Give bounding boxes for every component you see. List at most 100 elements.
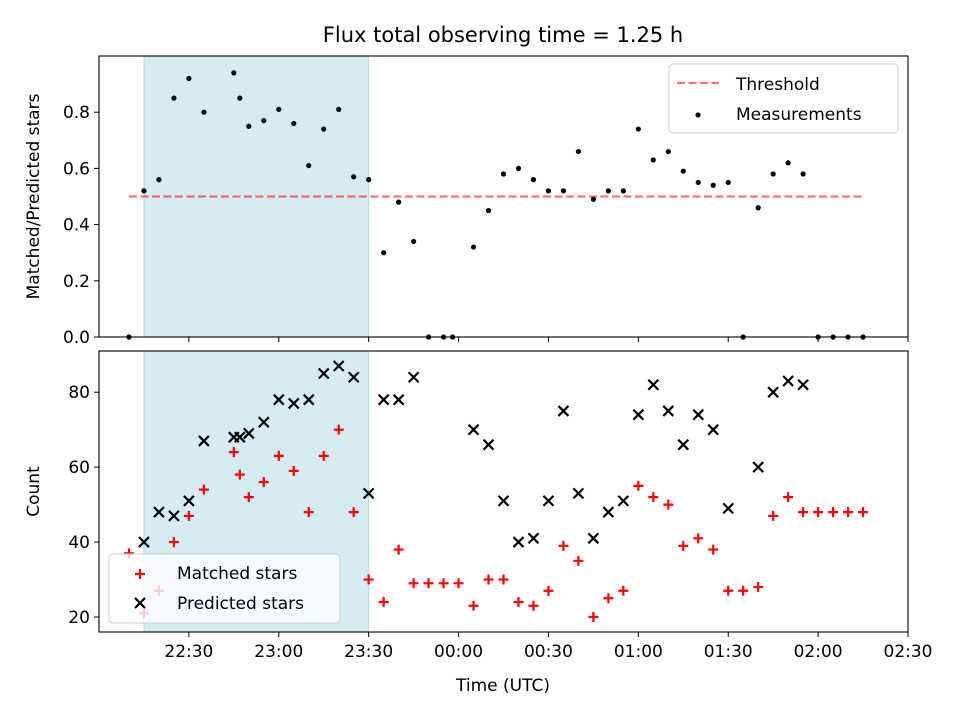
matched-star-point xyxy=(558,540,569,551)
axes-frame xyxy=(98,55,909,338)
predicted-star-point xyxy=(377,393,390,406)
measurement-point xyxy=(770,171,776,177)
matched-star-point xyxy=(723,585,734,596)
measurement-point xyxy=(201,109,207,115)
measurement-point xyxy=(237,95,243,101)
measurement-point xyxy=(605,188,611,194)
measurement-point xyxy=(276,106,282,112)
predicted-star-point xyxy=(632,408,645,421)
legend-box xyxy=(108,553,341,624)
matched-star-point xyxy=(408,578,419,589)
matched-star-point xyxy=(333,424,344,435)
x-tick-label: 01:00 xyxy=(614,642,663,662)
matched-star-point xyxy=(528,600,539,611)
measurement-point xyxy=(351,174,357,180)
legend-matched-swatch xyxy=(135,569,145,579)
matched-star-point xyxy=(573,555,584,566)
legend-matched-label: Matched stars xyxy=(177,564,297,584)
matched-star-point xyxy=(228,447,239,458)
measurement-point xyxy=(620,188,626,194)
predicted-star-point xyxy=(407,371,420,384)
predicted-star-point xyxy=(243,427,255,440)
predicted-star-point xyxy=(153,506,165,518)
matched-star-point xyxy=(858,507,869,518)
matched-star-point xyxy=(543,585,554,596)
measurement-point xyxy=(545,188,552,194)
predicted-star-point xyxy=(362,487,375,500)
matched-star-point xyxy=(798,507,809,518)
measurement-point xyxy=(291,120,297,127)
predicted-star-point xyxy=(752,461,764,473)
measurement-point xyxy=(321,126,327,132)
predicted-star-point xyxy=(692,408,705,421)
measurement-point xyxy=(665,148,671,155)
matched-star-point xyxy=(678,540,689,551)
matched-star-point xyxy=(513,597,524,608)
x-tick-label: 02:30 xyxy=(884,642,933,662)
matched-star-point xyxy=(258,477,269,488)
measurement-point xyxy=(635,126,641,132)
matched-star-point xyxy=(588,612,599,623)
matched-star-point xyxy=(438,578,449,589)
predicted-star-point xyxy=(497,495,510,507)
measurement-point xyxy=(366,177,372,183)
predicted-star-point xyxy=(587,532,600,545)
measurement-point xyxy=(590,196,596,202)
y-axis-label: Count xyxy=(24,466,44,517)
measurement-point xyxy=(411,238,417,245)
matched-star-point xyxy=(648,492,659,503)
predicted-star-point xyxy=(572,487,585,500)
measurement-point xyxy=(530,177,537,183)
axes-frame xyxy=(98,350,909,633)
predicted-star-point xyxy=(677,438,690,451)
predicted-star-point xyxy=(602,506,615,518)
y-tick-label: 0.4 xyxy=(63,216,90,236)
measurement-point xyxy=(261,118,267,124)
matched-star-point xyxy=(768,510,779,521)
matched-star-point xyxy=(198,484,209,495)
matched-star-point xyxy=(393,544,404,555)
matched-star-point xyxy=(468,600,479,611)
y-tick-label: 0.8 xyxy=(63,103,90,123)
legend-threshold-label: Threshold xyxy=(735,75,820,95)
legend: Threshold Measurements xyxy=(668,63,899,134)
predicted-star-point xyxy=(617,495,630,507)
matched-star-point xyxy=(168,537,179,548)
predicted-star-point xyxy=(467,423,480,436)
predicted-star-point xyxy=(782,375,794,387)
predicted-star-point xyxy=(168,510,180,522)
x-axis-label: Time (UTC) xyxy=(455,676,550,696)
measurement-point xyxy=(231,70,237,76)
predicted-star-point xyxy=(527,532,540,545)
matched-star-point xyxy=(708,544,719,555)
matched-star-point xyxy=(243,492,254,503)
measurement-point xyxy=(785,160,791,166)
matched-star-point xyxy=(753,582,764,593)
matched-star-point xyxy=(453,578,464,589)
measurement-point xyxy=(306,162,312,169)
predicted-star-point xyxy=(198,435,210,447)
y-tick-label: 20 xyxy=(68,608,90,628)
x-tick-label: 23:30 xyxy=(344,642,393,662)
legend-measurements-swatch xyxy=(695,112,701,118)
measurement-point xyxy=(695,179,701,186)
predicted-star-point xyxy=(138,536,150,548)
measurement-point xyxy=(336,106,342,112)
bottom-panel: 20 40 60 80 22:30 23:00 23:30 00:00 00:30 01:00 01… xyxy=(24,350,933,696)
x-tick-label: 02:00 xyxy=(794,642,843,662)
measurement-point xyxy=(381,250,387,256)
matched-star-point xyxy=(234,469,245,480)
predicted-star-point xyxy=(722,502,734,515)
y-tick-label: 80 xyxy=(68,383,90,403)
measurement-point xyxy=(755,205,761,211)
matched-star-point xyxy=(318,450,329,461)
measurement-point xyxy=(485,207,492,214)
matched-star-point xyxy=(738,585,749,596)
measurement-point xyxy=(156,177,162,183)
measurement-point xyxy=(396,199,402,205)
matched-star-point xyxy=(828,507,839,518)
predicted-star-point xyxy=(647,378,660,391)
matched-star-point xyxy=(498,574,509,585)
predicted-star-point xyxy=(287,397,300,410)
